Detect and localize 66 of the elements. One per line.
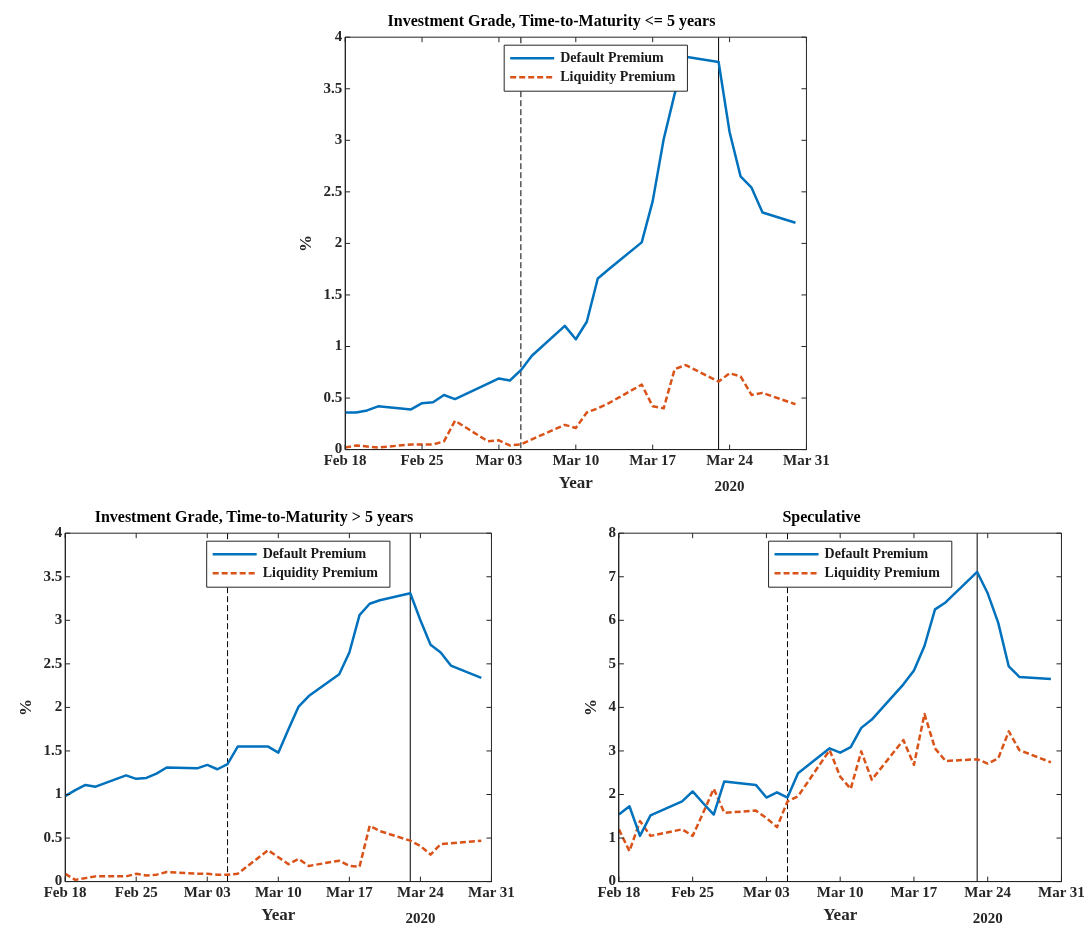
y-tick-label: 8 [608, 524, 616, 541]
y-tick-label: 5 [608, 654, 616, 671]
y-tick-label: 3 [54, 611, 63, 628]
legend-label: Liquidity Premium [824, 564, 941, 580]
x-tick-label: Mar 17 [325, 884, 374, 901]
y-tick-label: 2 [608, 785, 616, 802]
y-tick-label: 6 [608, 611, 617, 628]
x-tick-label: Mar 31 [468, 884, 515, 901]
legend-label: Liquidity Premium [262, 564, 379, 580]
y-tick-label: 1 [54, 785, 63, 802]
x-tick-label: Feb 18 [597, 884, 641, 901]
x-tick-label: Mar 17 [890, 884, 938, 901]
y-tick-label: 4 [608, 698, 617, 715]
y-tick-label: 3 [334, 131, 343, 148]
line-series [65, 824, 483, 882]
y-tick-label: 1.5 [43, 741, 63, 758]
x-tick-label: Mar 24 [706, 452, 754, 469]
y-tick-label: 0.5 [43, 828, 63, 845]
x-axis-title: Year [558, 473, 594, 493]
x-tick-label: Mar 24 [964, 884, 1012, 901]
x-tick-label: Feb 25 [400, 452, 444, 469]
x-tick-label: Mar 24 [397, 884, 445, 901]
x-tick-label: Mar 03 [743, 884, 790, 901]
legend-label: Liquidity Premium [560, 68, 676, 84]
x-tick-label: Feb 25 [114, 884, 158, 901]
x-tick-label: Feb 18 [323, 452, 367, 469]
y-tick-label: 2.5 [43, 654, 63, 671]
chart-title: Investment Grade, Time-to-Maturity > 5 years [94, 507, 414, 526]
y-tick-label: 4 [54, 524, 63, 541]
y-tick-label: 0.5 [323, 388, 343, 405]
y-tick-label: 3.5 [43, 567, 63, 584]
text: 2020 [405, 910, 436, 927]
text: 2020 [972, 910, 1003, 927]
y-axis-title: % [15, 698, 35, 716]
legend-label: Default Premium [262, 545, 367, 561]
y-tick-label: 1.5 [323, 285, 343, 302]
x-tick-label: Mar 31 [1038, 884, 1085, 901]
x-tick-label: Feb 18 [43, 884, 87, 901]
text: 2020 [714, 478, 745, 495]
y-tick-label: 7 [608, 567, 617, 584]
line-series [345, 363, 797, 449]
chart-title: Investment Grade, Time-to-Maturity <= 5 years [387, 11, 716, 30]
y-tick-label: 3.5 [323, 79, 343, 96]
y-tick-label: 2 [334, 234, 343, 251]
x-tick-label: Mar 03 [475, 452, 523, 469]
x-tick-label: Mar 03 [183, 884, 231, 901]
y-axis-title: % [580, 698, 600, 716]
x-tick-label: Mar 10 [552, 452, 600, 469]
y-tick-label: 1 [608, 828, 616, 845]
x-axis-title: Year [261, 905, 296, 925]
y-tick-label: 3 [608, 741, 616, 758]
chart-title: Speculative [782, 507, 861, 526]
x-tick-label: Mar 17 [629, 452, 677, 469]
legend-label: Default Premium [560, 49, 665, 65]
x-axis-title: Year [823, 905, 858, 925]
line-series [618, 712, 1053, 853]
y-tick-label: 4 [334, 28, 343, 45]
x-tick-label: Mar 31 [783, 452, 830, 469]
y-tick-label: 1 [334, 337, 343, 354]
y-axis-title: % [295, 234, 315, 252]
x-tick-label: Feb 25 [671, 884, 715, 901]
x-tick-label: Mar 10 [254, 884, 302, 901]
y-tick-label: 2.5 [323, 182, 343, 199]
legend-label: Default Premium [824, 545, 929, 561]
x-tick-label: Mar 10 [816, 884, 864, 901]
y-tick-label: 2 [54, 698, 63, 715]
